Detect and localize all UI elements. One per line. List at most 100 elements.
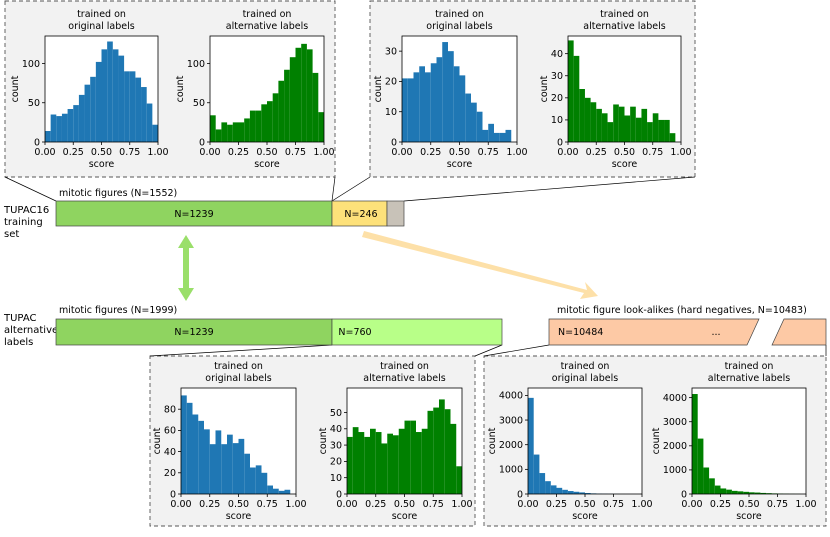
y-tick-label: 4000	[663, 393, 687, 404]
histogram-bar	[579, 89, 585, 142]
histogram-bar	[261, 104, 267, 142]
x-tick-label: 0.75	[642, 147, 663, 158]
histogram-bar	[273, 489, 279, 494]
histogram-bar	[152, 125, 158, 142]
histogram-bar	[534, 455, 540, 494]
y-tick-label: 0	[517, 489, 523, 500]
histogram-bar	[726, 490, 732, 494]
x-tick-label: 0.75	[119, 147, 140, 158]
histogram-bar	[73, 105, 79, 142]
connector-line	[332, 177, 335, 201]
histogram-bar	[301, 44, 307, 142]
y-tick-label: 0	[557, 137, 563, 148]
histogram-bar	[141, 87, 147, 142]
histogram-bar	[370, 429, 376, 494]
histogram-bar	[285, 490, 291, 494]
x-tick-label: 0.50	[228, 499, 249, 510]
x-axis-label: score	[736, 511, 762, 522]
histogram-bar	[216, 129, 222, 142]
histogram-bar	[147, 104, 153, 142]
histogram-bar	[437, 57, 443, 142]
histogram-bar	[625, 116, 631, 143]
y-tick-label: 40	[164, 447, 176, 458]
y-tick-label: 1000	[663, 465, 687, 476]
histogram-bar	[428, 411, 434, 494]
histogram-bar	[107, 42, 113, 143]
y-tick-label: 50	[330, 408, 342, 419]
histogram-bar	[90, 77, 96, 142]
histogram-bar	[545, 481, 551, 494]
arrows-layer	[178, 231, 598, 301]
x-tick-label: 1.00	[451, 499, 472, 510]
x-tick-label: 0.00	[34, 147, 55, 158]
x-axis-label: score	[89, 159, 115, 170]
y-tick-label: 60	[164, 426, 176, 437]
y-tick-label: 50	[193, 98, 205, 109]
histogram-bar	[239, 122, 245, 142]
x-axis-label: score	[572, 511, 598, 522]
histogram-bar	[51, 115, 57, 142]
histogram-bar	[262, 473, 268, 494]
x-tick-label: 0.25	[228, 147, 249, 158]
histogram-bar	[359, 432, 365, 494]
histogram-bar	[181, 395, 187, 494]
histogram-bar	[619, 107, 625, 142]
y-axis-label: count	[152, 427, 163, 454]
histogram-bar	[698, 439, 704, 494]
y-tick-label: 0	[199, 137, 205, 148]
x-tick-label: 0.50	[394, 499, 415, 510]
connector-line	[484, 345, 549, 356]
histogram-bar	[233, 443, 239, 494]
histogram-bar	[399, 429, 405, 494]
hard-negatives-ellipsis: ...	[711, 327, 720, 338]
y-tick-label: 0	[681, 489, 687, 500]
x-tick-label: 0.00	[391, 147, 412, 158]
histogram-bar	[477, 112, 483, 142]
histogram-bar	[471, 103, 477, 142]
histogram-bar	[402, 78, 408, 142]
y-axis-label: count	[373, 75, 384, 102]
histogram-bar	[454, 66, 460, 142]
histogram-bar	[193, 415, 199, 495]
x-tick-label: 0.25	[586, 147, 607, 158]
x-tick-label: 0.75	[285, 147, 306, 158]
histogram-bar	[124, 71, 130, 142]
x-tick-label: 0.50	[614, 147, 635, 158]
histogram-bar	[568, 491, 574, 494]
x-tick-label: 0.50	[738, 499, 759, 510]
training-segment-1-label: N=1239	[174, 209, 213, 220]
y-axis-label: count	[651, 427, 662, 454]
x-tick-label: 0.75	[423, 499, 444, 510]
y-tick-label: 20	[551, 93, 563, 104]
x-tick-label: 0.25	[63, 147, 84, 158]
histogram-bar	[456, 466, 462, 494]
y-axis-label: count	[318, 427, 329, 454]
histogram-bar	[709, 478, 715, 494]
connector-line	[150, 345, 332, 356]
y-tick-label: 0	[170, 489, 176, 500]
histogram-bar	[118, 56, 124, 142]
y-tick-label: 10	[551, 115, 563, 126]
x-tick-label: 0.50	[256, 147, 277, 158]
histogram-bar	[221, 444, 227, 494]
y-tick-label: 100	[22, 59, 40, 70]
histogram-bar	[410, 421, 416, 494]
histogram-bar	[408, 78, 414, 142]
histogram-bar	[585, 98, 591, 142]
histogram-bar	[364, 437, 370, 494]
alternative-segment-2-label: N=760	[338, 327, 371, 338]
histogram-bar	[732, 491, 738, 494]
histogram-bar	[130, 71, 136, 142]
histogram-bar	[347, 437, 353, 494]
histogram-bar	[250, 111, 256, 142]
histogram-bar	[670, 133, 676, 142]
training-bar-title: mitotic figures (N=1552)	[59, 188, 177, 199]
x-tick-label: 0.00	[199, 147, 220, 158]
histogram-bar	[568, 40, 574, 142]
x-axis-label: score	[254, 159, 280, 170]
histogram-bar	[488, 124, 494, 142]
histogram-bar	[641, 109, 647, 142]
